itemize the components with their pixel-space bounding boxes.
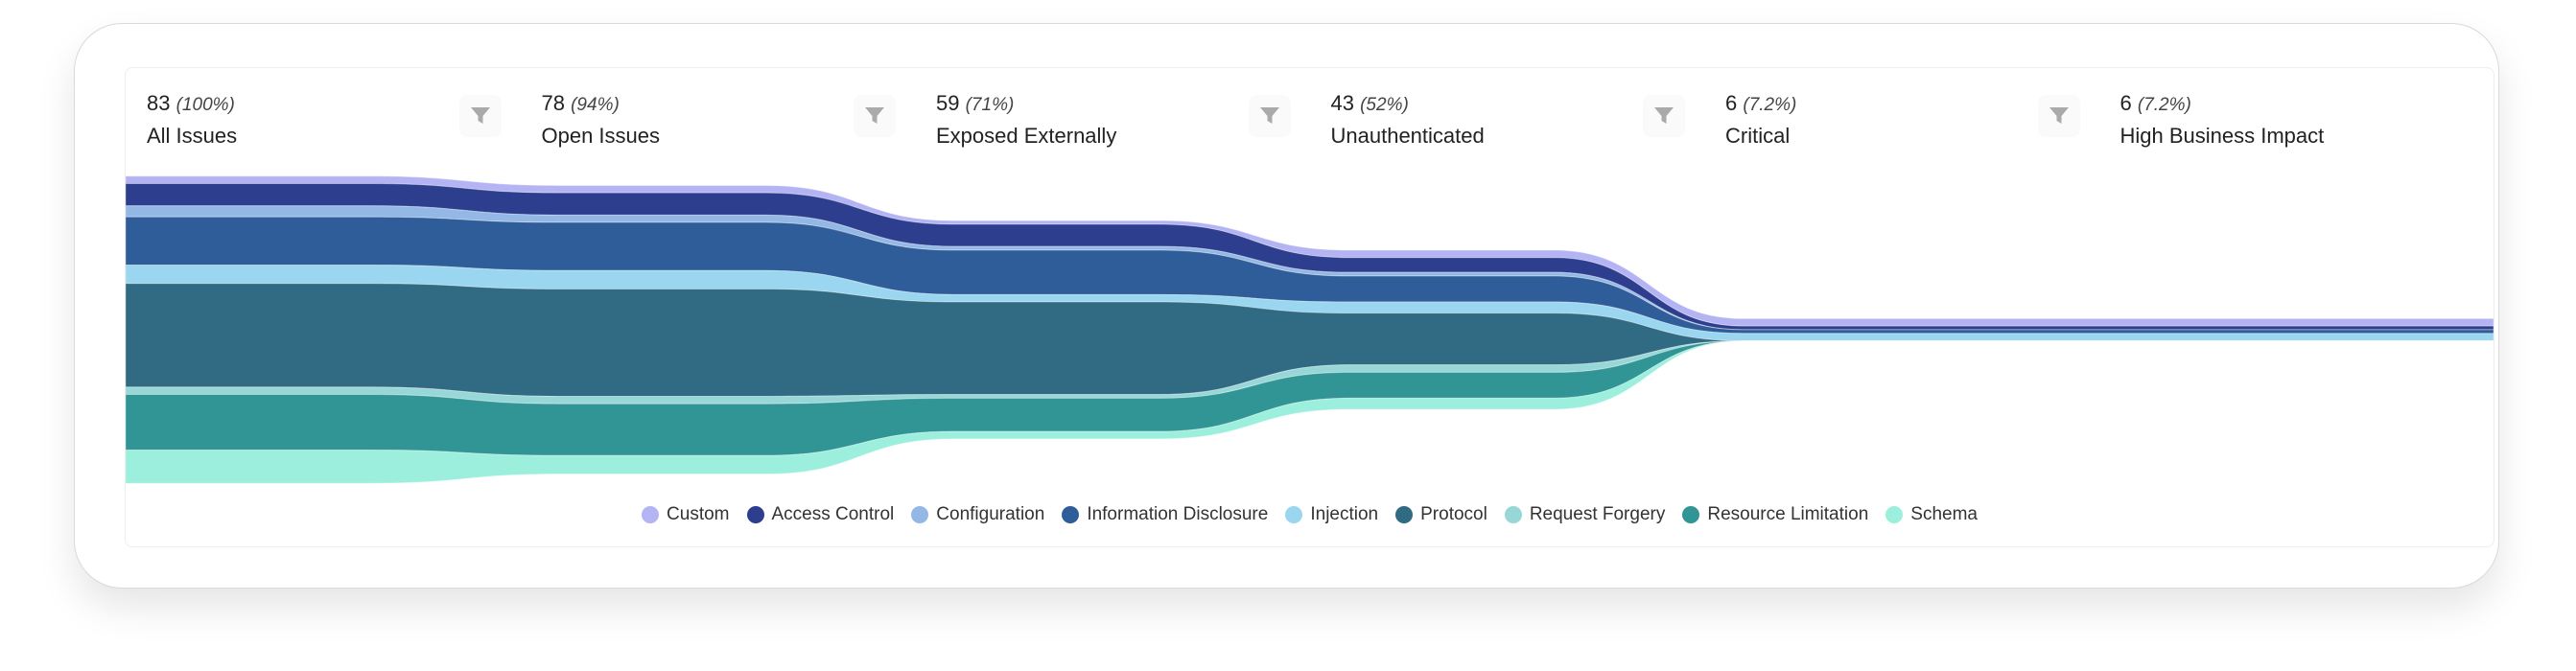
- legend: Custom Access Control Configuration Informa…: [126, 504, 2494, 525]
- legend-swatch: [1285, 506, 1303, 523]
- legend-item[interactable]: Schema: [1885, 504, 1978, 525]
- filter-button[interactable]: [2037, 95, 2080, 137]
- stage-1: 78 (94%) Open Issues: [458, 68, 916, 164]
- funnel-icon: [2049, 107, 2069, 124]
- stage-count: 83 (100%): [147, 91, 235, 116]
- funnel-icon: [1654, 107, 1674, 124]
- issues-funnel-panel: 83 (100%) All Issues 78 (94%) Open Issues…: [125, 67, 2494, 547]
- legend-label: Resource Limitation: [1707, 504, 1869, 524]
- legend-item[interactable]: Custom: [642, 504, 730, 525]
- legend-item[interactable]: Resource Limitation: [1682, 504, 1868, 525]
- legend-label: Injection: [1310, 504, 1379, 524]
- funnel-icon: [470, 107, 490, 124]
- stage-count: 43 (52%): [1331, 91, 1409, 116]
- stage-2: 59 (71%) Exposed Externally: [854, 68, 1310, 164]
- stage-count: 78 (94%): [542, 91, 620, 116]
- legend-item[interactable]: Request Forgery: [1504, 504, 1666, 525]
- stage-3: 43 (52%) Unauthenticated: [1248, 68, 1705, 164]
- legend-label: Access Control: [771, 504, 895, 524]
- series-band-access-control[interactable]: [126, 183, 2494, 331]
- stage-0: 83 (100%) All Issues: [126, 68, 521, 164]
- stage-count: 6 (7.2%): [1725, 91, 1796, 116]
- percent-value: (7.2%): [2137, 95, 2191, 115]
- series-band-custom[interactable]: [126, 175, 2494, 327]
- stage-label: Exposed Externally: [936, 124, 1117, 148]
- legend-item[interactable]: Protocol: [1395, 504, 1487, 525]
- legend-swatch: [1504, 506, 1522, 523]
- funnel-icon: [865, 107, 884, 124]
- count-value: 83: [147, 91, 171, 115]
- legend-label: Request Forgery: [1529, 504, 1666, 524]
- count-value: 59: [936, 91, 960, 115]
- percent-value: (94%): [571, 95, 620, 115]
- legend-swatch: [1885, 506, 1904, 523]
- stage-label: All Issues: [147, 124, 238, 148]
- legend-label: Configuration: [936, 504, 1045, 524]
- count-value: 78: [541, 91, 565, 115]
- streamgraph-chart: [126, 175, 2494, 484]
- count-value: 6: [2119, 91, 2132, 115]
- count-value: 6: [1725, 91, 1738, 115]
- stage-count: 59 (71%): [936, 91, 1014, 116]
- stage-label: High Business Impact: [2119, 124, 2325, 148]
- legend-swatch: [1395, 506, 1414, 523]
- legend-label: Custom: [667, 504, 730, 524]
- series-band-configuration[interactable]: [126, 205, 2494, 331]
- legend-item[interactable]: Information Disclosure: [1062, 504, 1268, 525]
- legend-swatch: [1682, 506, 1700, 523]
- legend-label: Protocol: [1420, 504, 1487, 524]
- funnel-icon: [1259, 107, 1279, 124]
- filter-button[interactable]: [1643, 95, 1685, 137]
- percent-value: (7.2%): [1743, 95, 1797, 115]
- series-band-schema[interactable]: [126, 340, 2494, 484]
- series-band-information-disclosure[interactable]: [126, 216, 2494, 335]
- legend-item[interactable]: Injection: [1285, 504, 1378, 525]
- stage-label: Open Issues: [541, 124, 661, 148]
- series-band-injection[interactable]: [126, 264, 2494, 342]
- filter-button[interactable]: [1248, 95, 1291, 137]
- legend-label: Information Disclosure: [1087, 504, 1269, 524]
- stage-4: 6 (7.2%) Critical: [1643, 68, 2099, 164]
- legend-item[interactable]: Access Control: [746, 504, 895, 525]
- percent-value: (71%): [965, 95, 1015, 115]
- legend-swatch: [1062, 506, 1080, 523]
- legend-swatch: [746, 506, 764, 523]
- legend-label: Schema: [1910, 504, 1978, 524]
- percent-value: (100%): [176, 95, 235, 115]
- stage-count: 6 (7.2%): [2120, 91, 2191, 116]
- stage-label: Unauthenticated: [1330, 124, 1485, 148]
- stage-label: Critical: [1725, 124, 1791, 148]
- percent-value: (52%): [1360, 95, 1409, 115]
- legend-swatch: [911, 506, 929, 523]
- stage-5: 6 (7.2%) High Business Impact: [2037, 68, 2494, 164]
- legend-swatch: [642, 506, 660, 523]
- filter-button[interactable]: [458, 95, 502, 137]
- count-value: 43: [1330, 91, 1354, 115]
- filter-button[interactable]: [854, 95, 896, 137]
- legend-item[interactable]: Configuration: [911, 504, 1044, 525]
